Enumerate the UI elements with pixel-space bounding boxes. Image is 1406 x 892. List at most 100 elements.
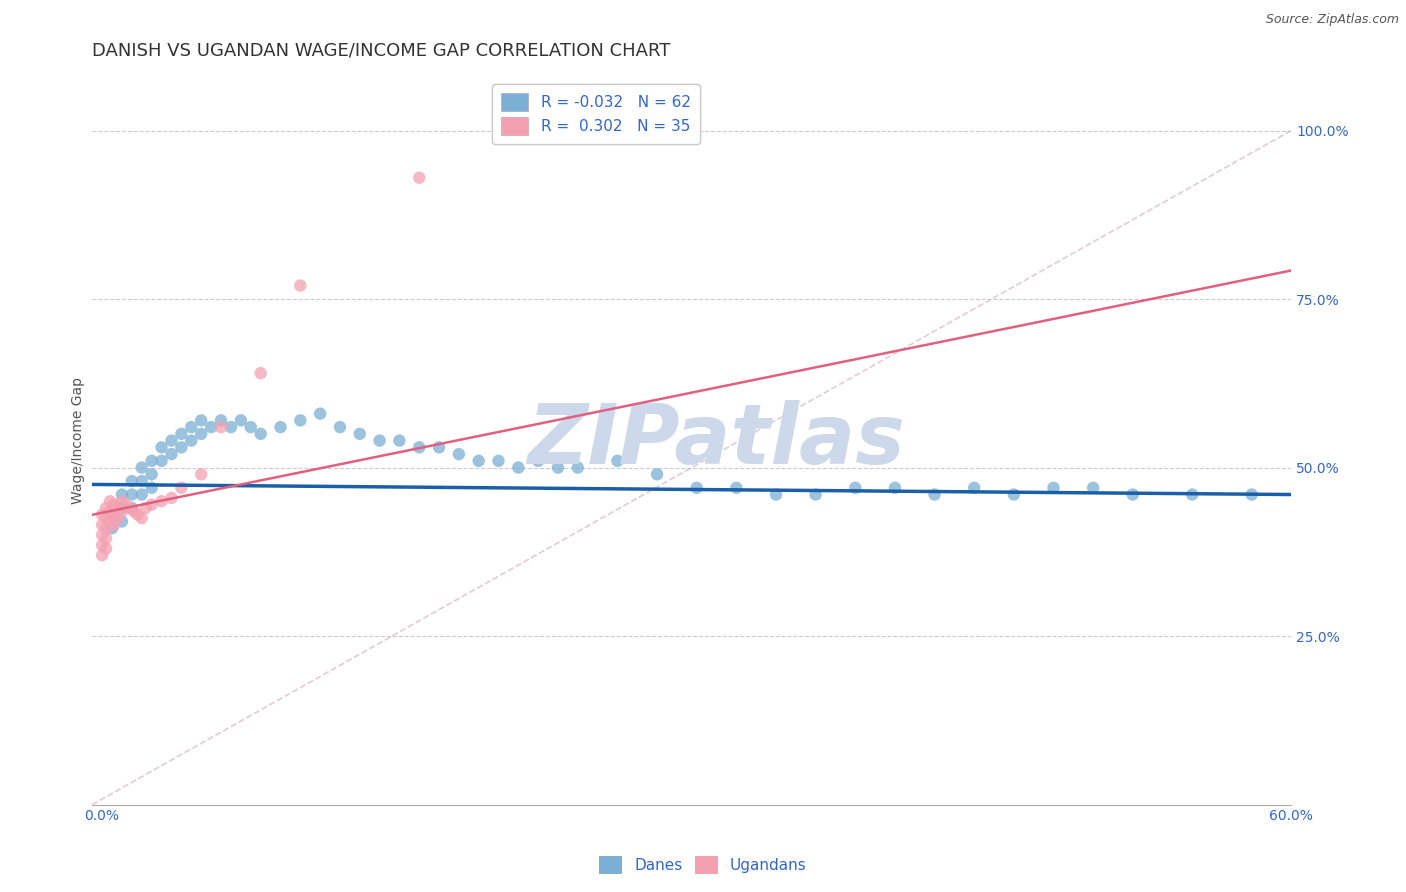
Point: [844, 481, 866, 495]
Point: [1122, 487, 1144, 501]
Point: [645, 467, 668, 482]
Point: [249, 426, 271, 441]
Point: [190, 426, 212, 441]
Point: [963, 481, 986, 495]
Point: [94, 541, 117, 556]
Point: [121, 501, 143, 516]
Point: [1081, 481, 1104, 495]
Point: [547, 460, 569, 475]
Point: [127, 508, 149, 522]
Point: [91, 528, 114, 542]
Point: [131, 474, 153, 488]
Point: [290, 278, 312, 293]
Point: [249, 366, 271, 380]
Point: [170, 426, 193, 441]
Point: [427, 441, 450, 455]
Point: [269, 420, 291, 434]
Point: [141, 467, 163, 482]
Point: [290, 413, 312, 427]
Point: [118, 501, 141, 516]
Point: [111, 487, 134, 501]
Point: [94, 511, 117, 525]
Point: [467, 454, 489, 468]
Point: [103, 508, 125, 522]
Point: [121, 474, 143, 488]
Legend: Danes, Ugandans: Danes, Ugandans: [593, 850, 813, 880]
Point: [111, 494, 134, 508]
Point: [115, 498, 138, 512]
Point: [107, 501, 129, 516]
Point: [180, 434, 202, 448]
Point: [1240, 487, 1263, 501]
Point: [1002, 487, 1025, 501]
Point: [190, 467, 212, 482]
Point: [160, 447, 183, 461]
Point: [94, 521, 117, 535]
Point: [131, 487, 153, 501]
Point: [239, 420, 262, 434]
Point: [190, 413, 212, 427]
Point: [180, 420, 202, 434]
Point: [107, 511, 129, 525]
Point: [103, 517, 125, 532]
Point: [141, 481, 163, 495]
Legend: R = -0.032   N = 62, R =  0.302   N = 35: R = -0.032 N = 62, R = 0.302 N = 35: [492, 84, 700, 144]
Point: [103, 498, 125, 512]
Point: [98, 515, 121, 529]
Point: [527, 454, 550, 468]
Point: [329, 420, 352, 434]
Point: [160, 434, 183, 448]
Point: [200, 420, 222, 434]
Point: [508, 460, 530, 475]
Y-axis label: Wage/Income Gap: Wage/Income Gap: [72, 377, 86, 504]
Point: [349, 426, 371, 441]
Point: [924, 487, 946, 501]
Point: [150, 454, 173, 468]
Point: [94, 501, 117, 516]
Point: [1042, 481, 1064, 495]
Point: [765, 487, 787, 501]
Point: [98, 504, 121, 518]
Point: [150, 494, 173, 508]
Point: [1181, 487, 1204, 501]
Point: [160, 491, 183, 505]
Point: [309, 407, 332, 421]
Point: [94, 532, 117, 546]
Point: [135, 501, 157, 516]
Point: [229, 413, 252, 427]
Point: [209, 413, 232, 427]
Point: [725, 481, 748, 495]
Point: [209, 420, 232, 434]
Point: [131, 460, 153, 475]
Point: [606, 454, 628, 468]
Point: [141, 498, 163, 512]
Point: [686, 481, 709, 495]
Text: ZIPatlas: ZIPatlas: [527, 401, 904, 481]
Point: [122, 504, 145, 518]
Point: [121, 487, 143, 501]
Text: DANISH VS UGANDAN WAGE/INCOME GAP CORRELATION CHART: DANISH VS UGANDAN WAGE/INCOME GAP CORREL…: [93, 42, 671, 60]
Point: [141, 454, 163, 468]
Point: [98, 494, 121, 508]
Point: [150, 441, 173, 455]
Point: [447, 447, 470, 461]
Point: [408, 441, 430, 455]
Point: [101, 521, 124, 535]
Point: [170, 441, 193, 455]
Point: [884, 481, 907, 495]
Point: [91, 538, 114, 552]
Point: [111, 504, 134, 518]
Point: [111, 515, 134, 529]
Point: [170, 481, 193, 495]
Point: [804, 487, 827, 501]
Point: [91, 517, 114, 532]
Point: [219, 420, 242, 434]
Point: [101, 508, 124, 522]
Point: [388, 434, 411, 448]
Point: [131, 511, 153, 525]
Point: [111, 501, 134, 516]
Text: Source: ZipAtlas.com: Source: ZipAtlas.com: [1265, 13, 1399, 27]
Point: [488, 454, 510, 468]
Point: [408, 170, 430, 185]
Point: [91, 548, 114, 562]
